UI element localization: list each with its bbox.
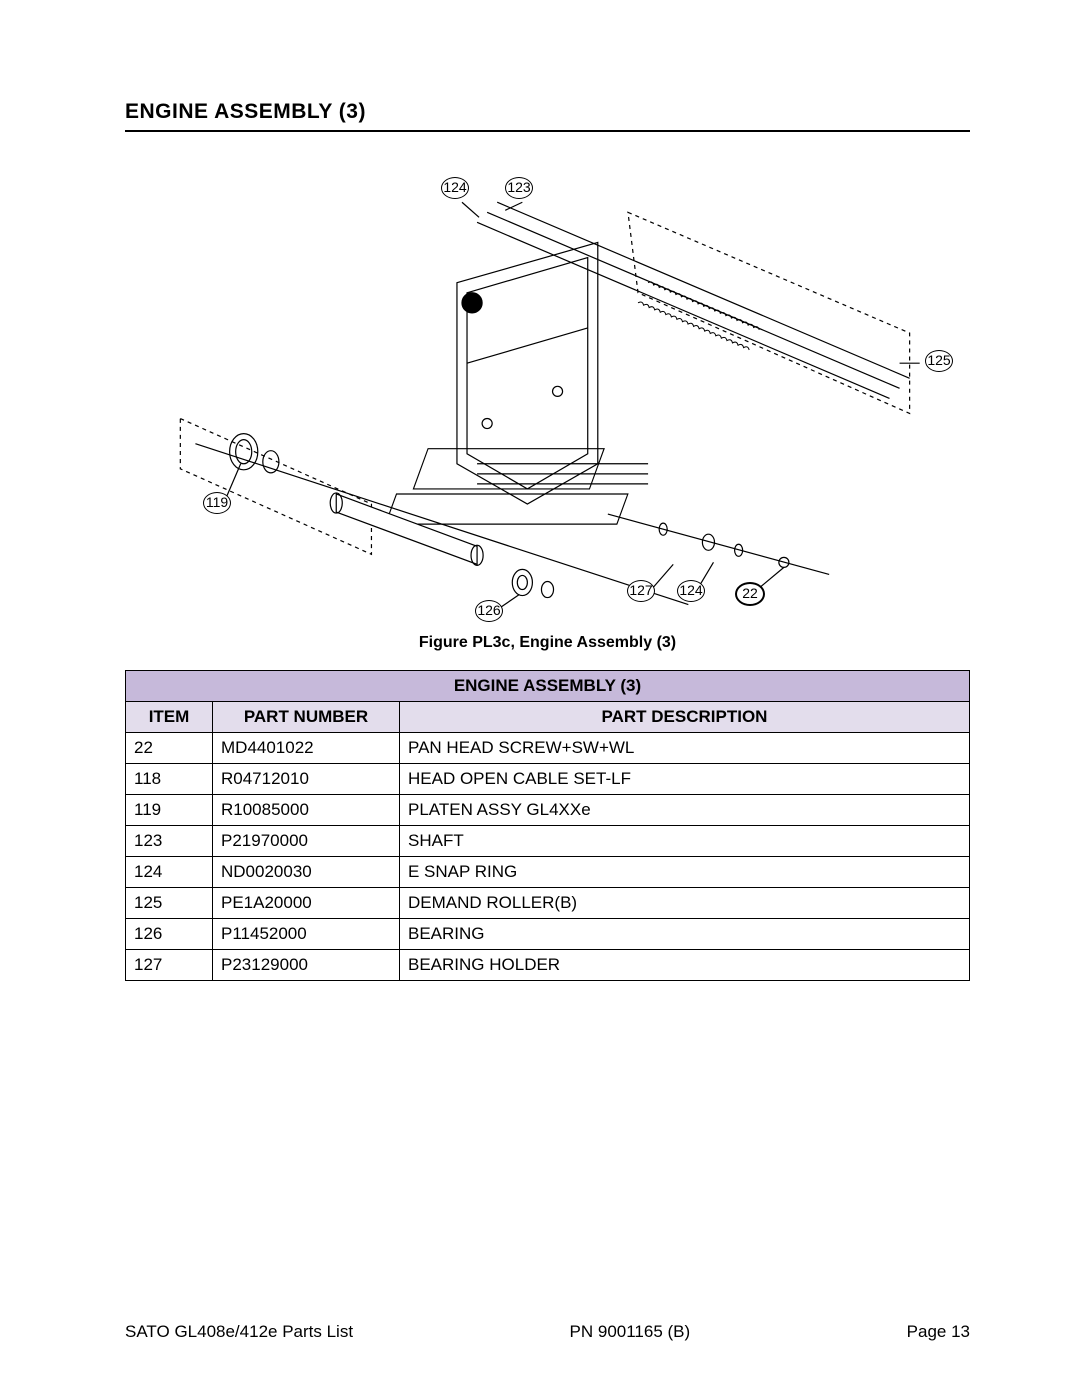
cell-description: DEMAND ROLLER(B) xyxy=(400,888,970,919)
callout-124-bottom: 124 xyxy=(677,580,705,602)
cell-part-number: R04712010 xyxy=(213,764,400,795)
footer-right: Page 13 xyxy=(907,1322,970,1342)
table-row: 125 PE1A20000 DEMAND ROLLER(B) xyxy=(126,888,970,919)
callout-127: 127 xyxy=(627,580,655,602)
cell-description: BEARING HOLDER xyxy=(400,950,970,981)
table-row: 126 P11452000 BEARING xyxy=(126,919,970,950)
section-title: ENGINE ASSEMBLY (3) xyxy=(125,100,970,132)
callout-22: 22 xyxy=(735,582,765,606)
table-row: 127 P23129000 BEARING HOLDER xyxy=(126,950,970,981)
table-row: 118 R04712010 HEAD OPEN CABLE SET-LF xyxy=(126,764,970,795)
table-title: ENGINE ASSEMBLY (3) xyxy=(126,671,970,702)
cell-part-number: P11452000 xyxy=(213,919,400,950)
callout-123: 123 xyxy=(505,177,533,199)
callout-125: 125 xyxy=(925,350,953,372)
cell-item: 123 xyxy=(126,826,213,857)
cell-part-number: P23129000 xyxy=(213,950,400,981)
col-header-item: ITEM xyxy=(126,702,213,733)
cell-part-number: ND0020030 xyxy=(213,857,400,888)
table-row: 119 R10085000 PLATEN ASSY GL4XXe xyxy=(126,795,970,826)
cell-item: 126 xyxy=(126,919,213,950)
cell-part-number: P21970000 xyxy=(213,826,400,857)
cell-item: 119 xyxy=(126,795,213,826)
callout-119: 119 xyxy=(203,492,231,514)
diagram-svg xyxy=(125,162,970,625)
col-header-description: PART DESCRIPTION xyxy=(400,702,970,733)
cell-item: 124 xyxy=(126,857,213,888)
cell-description: BEARING xyxy=(400,919,970,950)
cell-item: 127 xyxy=(126,950,213,981)
figure-caption: Figure PL3c, Engine Assembly (3) xyxy=(125,634,970,652)
page-footer: SATO GL408e/412e Parts List PN 9001165 (… xyxy=(125,1322,970,1342)
cell-part-number: MD4401022 xyxy=(213,733,400,764)
callout-124-top: 124 xyxy=(441,177,469,199)
exploded-diagram: 124 123 125 119 124 127 22 126 xyxy=(125,162,970,622)
cell-part-number: R10085000 xyxy=(213,795,400,826)
cell-description: SHAFT xyxy=(400,826,970,857)
callout-126: 126 xyxy=(475,600,503,622)
cell-description: PLATEN ASSY GL4XXe xyxy=(400,795,970,826)
col-header-part-number: PART NUMBER xyxy=(213,702,400,733)
cell-item: 125 xyxy=(126,888,213,919)
table-row: 123 P21970000 SHAFT xyxy=(126,826,970,857)
cell-description: E SNAP RING xyxy=(400,857,970,888)
parts-table: ENGINE ASSEMBLY (3) ITEM PART NUMBER PAR… xyxy=(125,670,970,981)
page-container: ENGINE ASSEMBLY (3) xyxy=(0,0,1080,1397)
cell-part-number: PE1A20000 xyxy=(213,888,400,919)
table-row: 124 ND0020030 E SNAP RING xyxy=(126,857,970,888)
table-row: 22 MD4401022 PAN HEAD SCREW+SW+WL xyxy=(126,733,970,764)
cell-item: 22 xyxy=(126,733,213,764)
parts-table-body: 22 MD4401022 PAN HEAD SCREW+SW+WL 118 R0… xyxy=(126,733,970,981)
cell-item: 118 xyxy=(126,764,213,795)
cell-description: HEAD OPEN CABLE SET-LF xyxy=(400,764,970,795)
footer-left: SATO GL408e/412e Parts List xyxy=(125,1322,353,1342)
footer-center: PN 9001165 (B) xyxy=(570,1322,691,1342)
cell-description: PAN HEAD SCREW+SW+WL xyxy=(400,733,970,764)
